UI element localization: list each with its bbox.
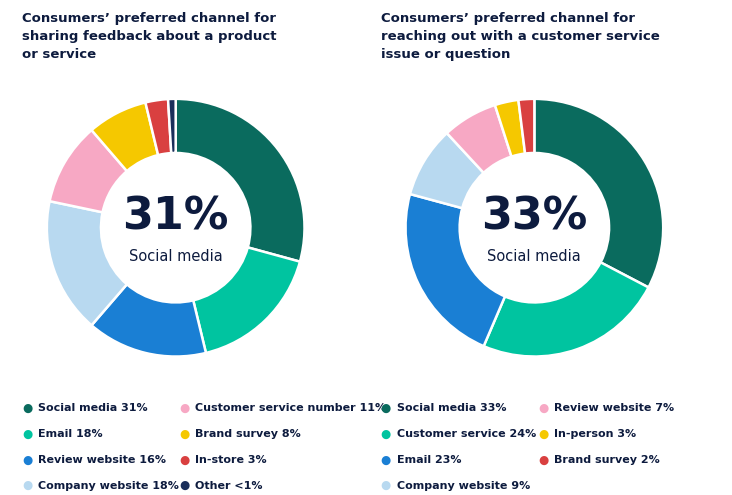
Text: ●: ● (381, 453, 391, 466)
Text: 31%: 31% (122, 196, 229, 239)
Wedge shape (518, 99, 534, 153)
Text: ●: ● (538, 428, 548, 441)
Wedge shape (92, 284, 206, 356)
Text: Company website 18%: Company website 18% (38, 481, 179, 491)
Wedge shape (193, 248, 300, 353)
Text: Consumers’ preferred channel for
reaching out with a customer service
issue or q: Consumers’ preferred channel for reachin… (381, 12, 660, 61)
Wedge shape (447, 105, 512, 173)
Wedge shape (495, 100, 525, 156)
Text: ●: ● (538, 453, 548, 466)
Text: ●: ● (22, 428, 32, 441)
Text: Social media 31%: Social media 31% (38, 403, 148, 413)
Text: Email 23%: Email 23% (397, 455, 461, 465)
Wedge shape (146, 99, 171, 155)
Text: Customer service number 11%: Customer service number 11% (195, 403, 386, 413)
Text: ●: ● (538, 402, 548, 415)
Text: Brand survey 2%: Brand survey 2% (554, 455, 660, 465)
Text: Social media: Social media (129, 248, 223, 263)
Text: 33%: 33% (481, 196, 588, 239)
Wedge shape (47, 201, 127, 325)
Text: Brand survey 8%: Brand survey 8% (195, 429, 301, 439)
Text: ●: ● (179, 453, 190, 466)
Text: Other <1%: Other <1% (195, 481, 263, 491)
Wedge shape (50, 130, 127, 212)
Text: ●: ● (381, 402, 391, 415)
Text: ●: ● (22, 479, 32, 492)
Text: Consumers’ preferred channel for
sharing feedback about a product
or service: Consumers’ preferred channel for sharing… (22, 12, 277, 61)
Text: ●: ● (179, 428, 190, 441)
Text: ●: ● (179, 402, 190, 415)
Wedge shape (410, 133, 484, 208)
Text: ●: ● (179, 479, 190, 492)
Text: Review website 7%: Review website 7% (554, 403, 674, 413)
Text: Email 18%: Email 18% (38, 429, 102, 439)
Text: ●: ● (22, 402, 32, 415)
Wedge shape (484, 262, 649, 356)
Text: In-person 3%: In-person 3% (554, 429, 636, 439)
Text: ●: ● (381, 479, 391, 492)
Wedge shape (534, 99, 663, 288)
Text: In-store 3%: In-store 3% (195, 455, 267, 465)
Text: ●: ● (22, 453, 32, 466)
Wedge shape (176, 99, 305, 262)
Text: Social media: Social media (488, 248, 581, 263)
Text: Company website 9%: Company website 9% (397, 481, 530, 491)
Wedge shape (168, 99, 176, 153)
Text: ●: ● (381, 428, 391, 441)
Text: Customer service 24%: Customer service 24% (397, 429, 536, 439)
Text: Review website 16%: Review website 16% (38, 455, 166, 465)
Wedge shape (92, 102, 158, 171)
Text: Social media 33%: Social media 33% (397, 403, 507, 413)
Wedge shape (406, 194, 505, 346)
